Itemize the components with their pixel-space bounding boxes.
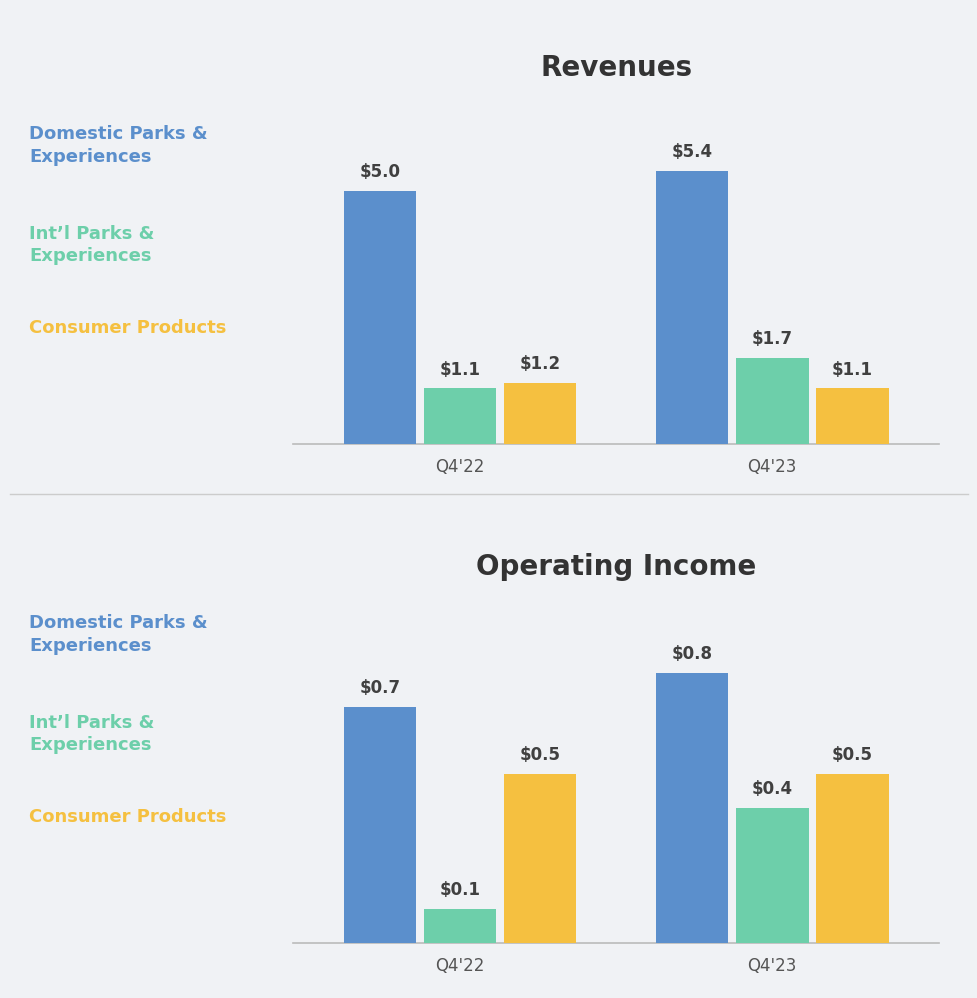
Text: $1.1: $1.1 <box>439 360 480 378</box>
Text: $1.1: $1.1 <box>831 360 872 378</box>
Text: $0.8: $0.8 <box>671 646 712 664</box>
Text: $5.0: $5.0 <box>359 163 400 181</box>
Text: Consumer Products: Consumer Products <box>29 319 227 337</box>
Text: $5.4: $5.4 <box>671 143 712 161</box>
Text: $0.5: $0.5 <box>519 747 560 764</box>
Bar <box>736 808 808 943</box>
Text: $0.1: $0.1 <box>439 881 480 899</box>
Bar <box>423 388 495 444</box>
Bar <box>503 774 575 943</box>
Text: $0.4: $0.4 <box>751 780 792 798</box>
Bar <box>343 707 415 943</box>
Text: $1.7: $1.7 <box>751 330 792 348</box>
Text: $0.7: $0.7 <box>359 679 400 697</box>
Text: Consumer Products: Consumer Products <box>29 808 227 826</box>
Title: Operating Income: Operating Income <box>476 553 755 581</box>
Text: $1.2: $1.2 <box>519 355 560 373</box>
Bar <box>656 674 728 943</box>
Bar <box>736 358 808 444</box>
Text: $0.5: $0.5 <box>831 747 872 764</box>
Text: Int’l Parks &
Experiences: Int’l Parks & Experiences <box>29 714 154 754</box>
Bar <box>816 388 888 444</box>
Title: Revenues: Revenues <box>539 54 692 82</box>
Bar <box>423 909 495 943</box>
Bar <box>816 774 888 943</box>
Bar <box>656 171 728 444</box>
Text: Int’l Parks &
Experiences: Int’l Parks & Experiences <box>29 225 154 265</box>
Text: Domestic Parks &
Experiences: Domestic Parks & Experiences <box>29 614 208 655</box>
Bar <box>503 383 575 444</box>
Bar <box>343 191 415 444</box>
Text: Domestic Parks &
Experiences: Domestic Parks & Experiences <box>29 125 208 166</box>
